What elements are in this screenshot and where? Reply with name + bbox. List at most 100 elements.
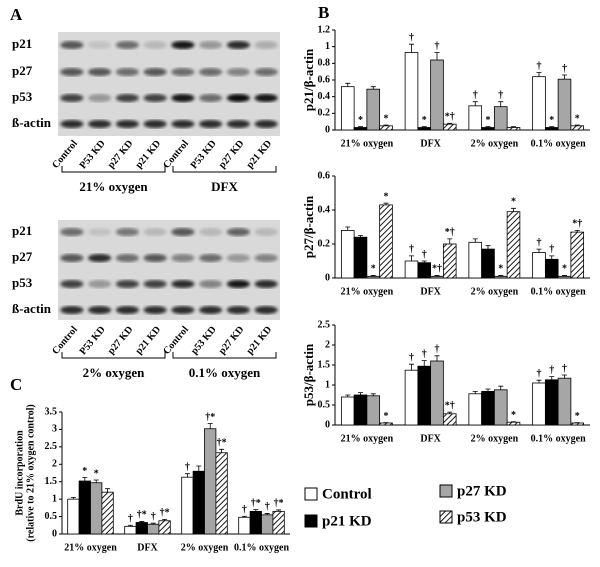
significance-label: † xyxy=(562,63,567,74)
x-tick-label: 0.1% oxygen xyxy=(531,138,586,149)
x-tick-label: DFX xyxy=(137,542,158,553)
error-bar xyxy=(207,423,213,429)
error-bar xyxy=(562,275,567,277)
significance-label: † xyxy=(422,249,427,260)
significance-label: †* xyxy=(251,498,261,509)
significance-label: †* xyxy=(274,498,284,509)
significance-label: † xyxy=(185,462,190,473)
bar xyxy=(544,127,559,131)
error-bar xyxy=(241,515,247,518)
group-label: 0.1% oxygen xyxy=(189,365,261,380)
y-tick-label: 0.4 xyxy=(318,91,331,102)
bar xyxy=(506,211,521,279)
bar xyxy=(468,241,483,279)
error-bar xyxy=(421,126,427,128)
blot-band xyxy=(254,41,278,49)
bar xyxy=(379,125,393,131)
y-tick-label: 0 xyxy=(325,419,330,430)
error-bar xyxy=(127,524,133,527)
significance-label: † xyxy=(549,244,554,255)
error-bar xyxy=(549,126,555,128)
bar xyxy=(366,275,381,279)
blot-band xyxy=(60,228,84,236)
bar xyxy=(261,514,274,535)
x-tick-label: 2% oxygen xyxy=(181,542,229,553)
error-bar xyxy=(562,74,567,80)
error-bar xyxy=(485,245,491,250)
error-bar xyxy=(358,235,363,238)
legend-swatch xyxy=(439,484,453,498)
y-tick-label: 1.2 xyxy=(318,24,331,35)
y-tick-label: 2.5 xyxy=(45,441,58,452)
error-bar xyxy=(219,448,225,453)
error-bar xyxy=(370,393,376,396)
blot-band xyxy=(226,68,251,76)
significance-label: † xyxy=(422,349,427,360)
x-tick-label: DFX xyxy=(420,286,441,297)
error-bar xyxy=(370,86,376,90)
blot-band xyxy=(198,68,223,76)
significance-label: † xyxy=(562,363,567,374)
blot-band xyxy=(60,306,84,314)
error-bar xyxy=(434,355,440,361)
bar xyxy=(147,523,160,535)
error-bar xyxy=(345,394,351,397)
significance-label: † xyxy=(537,368,542,379)
error-bar xyxy=(409,363,414,371)
error-bar xyxy=(184,473,190,478)
significance-label: * xyxy=(384,411,389,422)
blot-band xyxy=(254,280,278,288)
blot-band xyxy=(171,120,195,128)
blot-band xyxy=(143,94,167,102)
blot-band xyxy=(115,41,140,49)
y-tick-label: 0.5 xyxy=(45,511,58,522)
significance-label: † xyxy=(549,365,554,376)
panel-letter: C xyxy=(10,375,22,394)
blot-band xyxy=(254,254,278,262)
x-tick-label: DFX xyxy=(420,138,441,149)
error-bar xyxy=(383,124,389,126)
blot-band xyxy=(115,228,140,236)
legend-swatch xyxy=(304,514,318,528)
blot-band xyxy=(198,280,223,288)
blot-band xyxy=(226,280,251,288)
bar xyxy=(353,394,368,426)
significance-label: † xyxy=(242,505,247,516)
error-bar xyxy=(574,230,580,233)
error-bar xyxy=(447,122,453,125)
significance-label: †* xyxy=(217,438,227,449)
blot-band xyxy=(254,94,278,102)
error-bar xyxy=(421,360,427,367)
lane-label: p27 KD xyxy=(106,324,136,356)
blot-band xyxy=(198,254,223,262)
blot-band xyxy=(143,41,167,49)
y-axis-label: BrdU incorporation xyxy=(14,430,25,516)
significance-label: * xyxy=(486,115,491,126)
bar xyxy=(340,229,355,279)
blot-band xyxy=(143,254,167,262)
significance-label: * xyxy=(384,191,389,202)
significance-label: †* xyxy=(137,510,147,521)
error-bar xyxy=(150,522,156,525)
bar xyxy=(158,520,171,535)
error-bar xyxy=(536,248,542,253)
lane-label: Control xyxy=(161,324,191,357)
blot-band xyxy=(87,120,112,128)
error-bar xyxy=(421,260,427,263)
lane-label: p21 KD xyxy=(134,324,164,356)
error-bar xyxy=(93,479,99,483)
blot-band xyxy=(60,280,84,288)
legend-label: p21 KD xyxy=(322,513,372,529)
significance-label: * xyxy=(384,113,389,124)
blot-row-label: p53 xyxy=(12,89,33,104)
blot-band xyxy=(226,41,251,49)
blot-band xyxy=(87,254,112,262)
lane-label: P53 KD xyxy=(78,324,108,357)
error-bar xyxy=(276,509,282,512)
bar xyxy=(404,52,419,131)
lane-label: P53 KD xyxy=(78,138,108,171)
lane-label: p21 KD xyxy=(245,138,275,170)
group-bracket xyxy=(172,166,277,173)
group-bracket xyxy=(61,166,166,173)
blot-row-label: p27 xyxy=(12,249,33,264)
